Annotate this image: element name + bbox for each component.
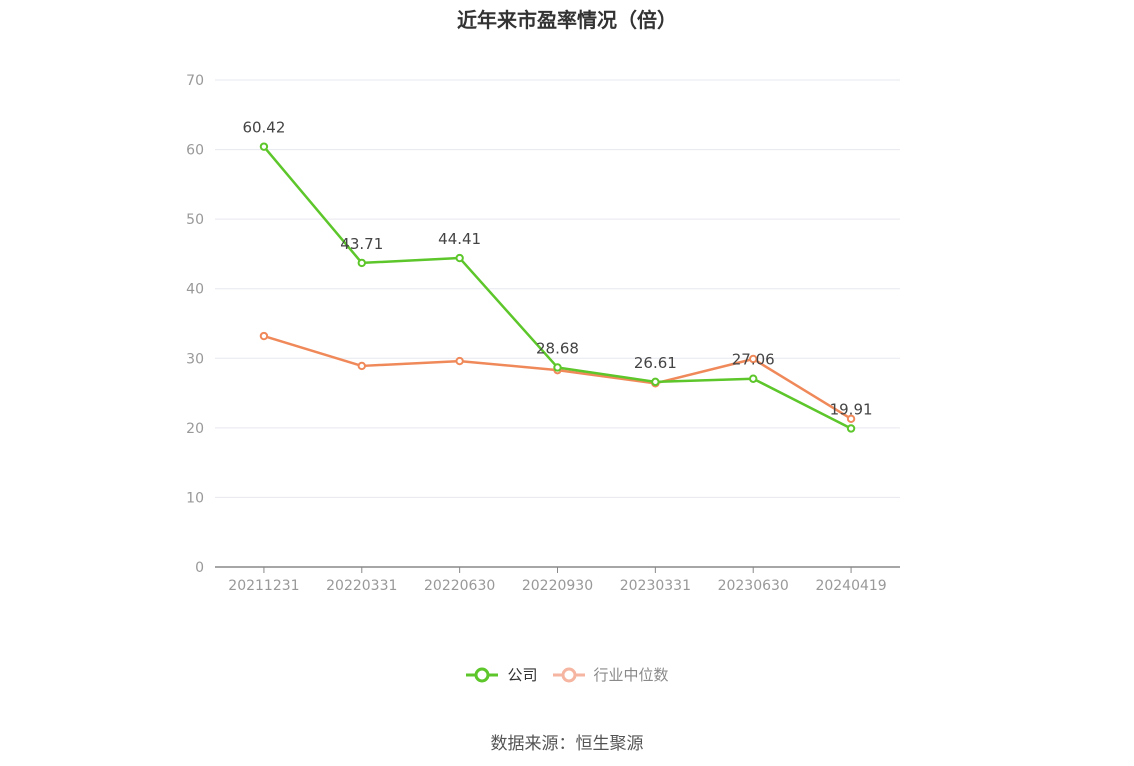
data-point[interactable] <box>259 331 269 341</box>
x-tick-label: 20230331 <box>620 578 691 594</box>
x-tick-label: 20220930 <box>522 578 593 594</box>
data-label: 44.41 <box>438 230 481 248</box>
y-tick-label: 60 <box>186 143 204 159</box>
x-tick-label: 20220630 <box>424 578 495 594</box>
legend-item-company[interactable]: 公司 <box>465 664 538 685</box>
data-point[interactable] <box>651 377 660 387</box>
axis-layer: 0 10 20 30 40 50 60 70 20211231 20220331 20220630 2… <box>186 73 900 594</box>
series-line-company <box>262 145 852 430</box>
data-point[interactable] <box>553 363 562 372</box>
x-tick-label: 20240419 <box>815 578 886 594</box>
y-tick-label: 30 <box>186 351 204 367</box>
data-label: 28.68 <box>536 339 579 357</box>
y-tick-label: 10 <box>186 490 204 506</box>
data-point[interactable] <box>357 258 366 268</box>
y-tick-label: 70 <box>186 73 204 89</box>
data-point[interactable] <box>357 361 366 371</box>
data-label: 19.91 <box>830 400 873 418</box>
data-point[interactable] <box>455 253 464 263</box>
grid-layer <box>215 79 900 498</box>
data-source-note: 数据来源：恒生聚源 <box>490 734 644 754</box>
data-point[interactable] <box>846 414 856 424</box>
legend: 公司 行业中位数 <box>0 664 1134 685</box>
series-layer <box>259 142 856 433</box>
data-point[interactable] <box>455 356 464 366</box>
data-label: 26.61 <box>634 354 677 372</box>
data-point[interactable] <box>749 354 758 364</box>
legend-item-industry-median[interactable]: 行业中位数 <box>552 664 669 685</box>
y-tick-label: 50 <box>186 212 204 228</box>
data-label: 43.71 <box>340 235 383 253</box>
chart-title: 近年来市盈率情况（倍） <box>457 8 677 32</box>
y-tick-label: 20 <box>186 421 204 437</box>
y-tick-label: 0 <box>195 560 204 576</box>
y-tick-label: 40 <box>186 282 204 298</box>
data-label-layer: 60.42 43.71 44.41 28.68 26.61 27.06 19.91 <box>242 119 872 419</box>
x-tick-label: 20220331 <box>326 578 397 594</box>
legend-label-industry-median: 行业中位数 <box>593 666 669 684</box>
data-point[interactable] <box>259 142 269 151</box>
legend-marker-icon <box>466 667 499 682</box>
data-point[interactable] <box>749 374 758 383</box>
legend-label-company: 公司 <box>507 666 538 684</box>
x-tick-label: 20230630 <box>718 578 789 594</box>
x-tick-label: 20211231 <box>228 578 299 594</box>
data-label: 60.42 <box>242 119 285 137</box>
legend-marker-icon <box>552 667 585 682</box>
data-label: 27.06 <box>732 351 775 369</box>
data-point[interactable] <box>846 424 856 433</box>
